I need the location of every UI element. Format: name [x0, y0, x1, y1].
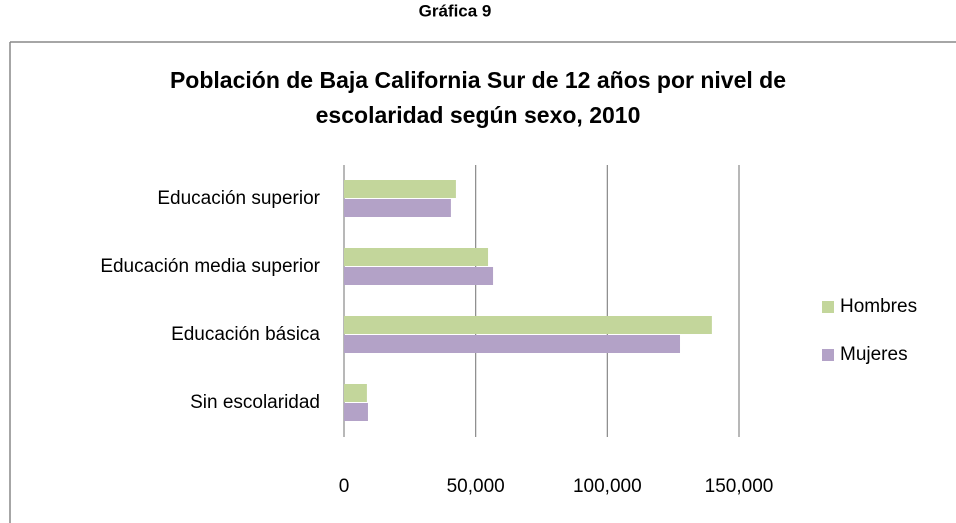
y-tick-label: Sin escolaridad	[190, 392, 320, 413]
legend-label: Hombres	[840, 296, 917, 317]
chart-title: Población de Baja California Sur de 12 a…	[170, 67, 786, 93]
y-tick-label: Educación media superior	[100, 256, 320, 277]
bar	[344, 316, 712, 334]
x-tick-label: 100,000	[573, 476, 642, 497]
x-tick-label: 150,000	[705, 476, 774, 497]
bar	[344, 384, 367, 402]
chart-title: escolaridad según sexo, 2010	[316, 102, 641, 128]
y-tick-label: Educación básica	[171, 324, 320, 345]
bar	[344, 403, 368, 421]
y-tick-label: Educación superior	[157, 188, 320, 209]
legend-swatch	[822, 301, 834, 313]
bar	[344, 248, 489, 266]
bar	[344, 199, 451, 217]
bar	[344, 180, 456, 198]
bar	[344, 335, 681, 353]
x-tick-label: 0	[339, 476, 350, 497]
legend-swatch	[822, 349, 834, 361]
x-tick-label: 50,000	[447, 476, 505, 497]
heading: Gráfica 9	[419, 1, 492, 20]
bar	[344, 267, 494, 285]
legend-label: Mujeres	[840, 344, 908, 365]
